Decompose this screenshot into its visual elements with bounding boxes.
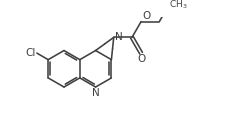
Text: N: N xyxy=(92,88,99,98)
Text: Cl: Cl xyxy=(26,48,36,58)
Text: O: O xyxy=(137,54,145,65)
Text: N: N xyxy=(115,32,123,42)
Text: CH$_3$: CH$_3$ xyxy=(169,0,188,11)
Text: O: O xyxy=(142,11,150,21)
